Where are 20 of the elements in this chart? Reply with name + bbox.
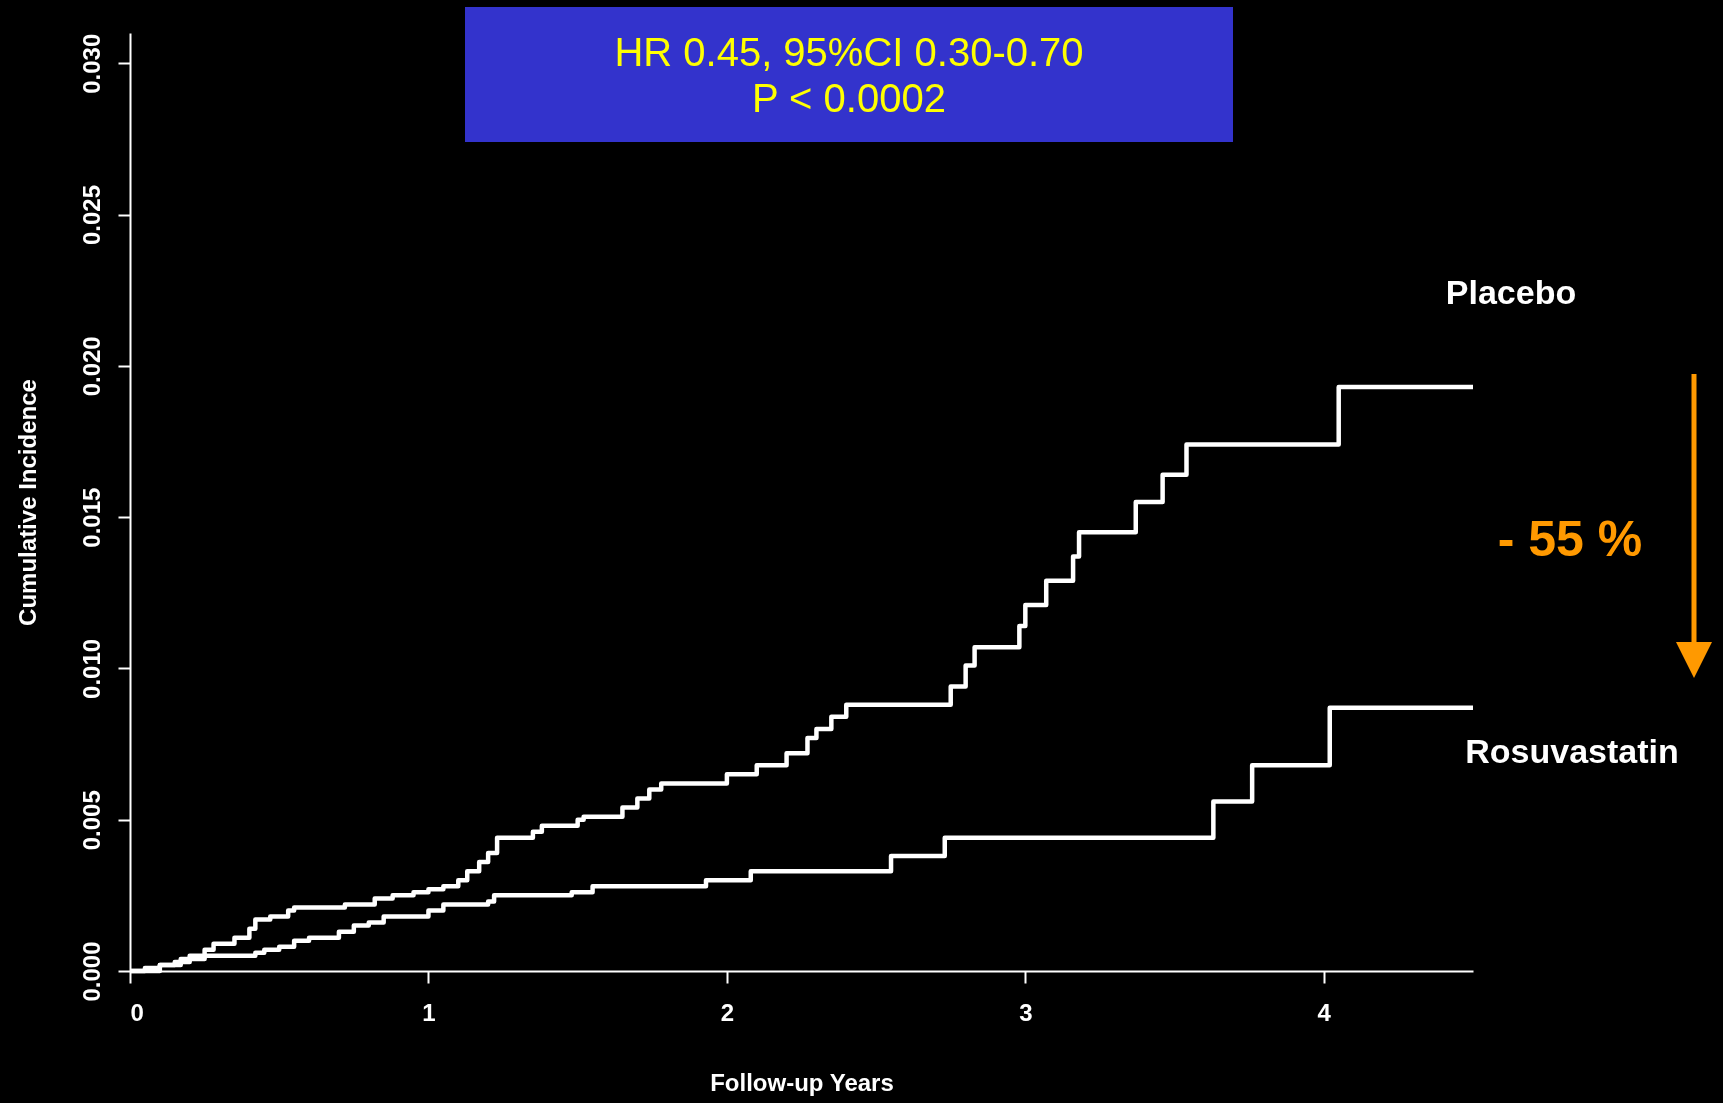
annotation: HR 0.45, 95%CI 0.30-0.70 (613, 28, 1085, 75)
y-tick-label: 0.025 (77, 185, 105, 246)
y-tick-label: 0.020 (77, 336, 105, 397)
y-tick-label: 0.030 (77, 33, 105, 94)
y-tick-label: 0.010 (77, 638, 105, 699)
x-axis-title: Follow-up Years (710, 1068, 894, 1096)
text-box: HR 0.45, 95%CI 0.30-0.70 P < 0.0002 (465, 7, 1233, 142)
y-tick-label: 0.005 (77, 790, 105, 851)
series-label: Rosuvastatin (1465, 731, 1679, 770)
x-tick-label: 1 (422, 998, 436, 1026)
text: Placebo (1445, 273, 1577, 312)
text: - 55 % (1496, 510, 1644, 568)
annotation: P < 0.0002 (751, 74, 947, 121)
y-tick-label: 0.000 (77, 941, 105, 1002)
x-tick-label: 0 (130, 998, 144, 1026)
y-tick-label: 0.015 (77, 487, 105, 548)
x-tick-label: 2 (720, 998, 735, 1026)
x-tick-label: 4 (1317, 998, 1332, 1026)
x-tick-label: 3 (1019, 998, 1033, 1026)
y-axis-title: Cumulative Incidence (13, 379, 41, 626)
